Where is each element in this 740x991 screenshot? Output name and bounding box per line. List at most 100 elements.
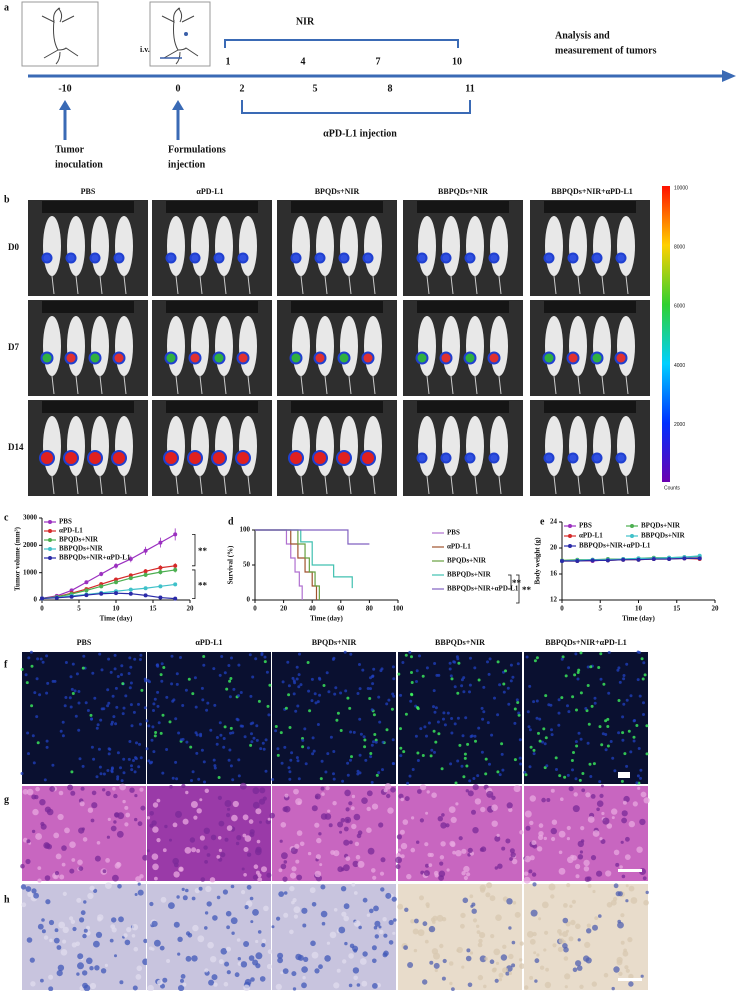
tumor-signal bbox=[363, 353, 373, 363]
micrograph-texture bbox=[629, 750, 633, 754]
imaging-stage bbox=[42, 201, 134, 213]
micrograph-texture bbox=[369, 908, 374, 914]
significance-bracket bbox=[192, 534, 196, 567]
micrograph-texture bbox=[523, 871, 529, 876]
mouse-tail bbox=[247, 475, 251, 495]
micrograph-texture bbox=[165, 695, 169, 699]
micrograph-texture bbox=[463, 865, 470, 873]
micrograph-texture bbox=[478, 938, 483, 944]
micrograph-texture bbox=[255, 963, 261, 969]
micrograph-texture bbox=[551, 836, 556, 842]
micrograph-texture bbox=[170, 654, 174, 658]
micrograph-texture bbox=[149, 811, 154, 816]
micrograph-texture bbox=[622, 674, 626, 677]
micrograph-texture bbox=[321, 921, 326, 926]
micrograph-texture bbox=[338, 926, 346, 934]
tumor-signal bbox=[593, 254, 601, 262]
micrograph-texture bbox=[433, 952, 440, 960]
mouse-tail bbox=[348, 475, 352, 495]
micrograph-texture bbox=[494, 978, 499, 983]
micrograph-texture bbox=[178, 985, 185, 991]
micrograph-texture bbox=[603, 972, 609, 978]
micrograph-texture bbox=[223, 981, 229, 987]
micrograph-texture bbox=[129, 665, 133, 669]
micrograph-texture bbox=[291, 676, 295, 680]
micrograph-texture bbox=[339, 830, 343, 834]
micrograph-texture bbox=[162, 977, 168, 983]
micrograph-texture bbox=[429, 960, 434, 965]
micrograph-texture bbox=[604, 733, 608, 736]
micrograph-texture bbox=[377, 695, 381, 699]
mouse-body bbox=[418, 216, 436, 276]
micrograph-texture bbox=[612, 896, 618, 902]
micrograph-texture bbox=[352, 860, 359, 868]
micrograph-texture bbox=[280, 761, 284, 765]
mouse-tail bbox=[577, 475, 581, 495]
micrograph-texture bbox=[96, 841, 101, 845]
micrograph-texture bbox=[177, 936, 183, 942]
micrograph-texture bbox=[20, 667, 24, 671]
micrograph-texture bbox=[120, 673, 123, 677]
series-line bbox=[255, 529, 370, 545]
micrograph-texture bbox=[358, 663, 361, 666]
x-tick-label: 5 bbox=[77, 605, 81, 613]
micrograph-texture bbox=[296, 704, 300, 708]
micrograph-texture bbox=[592, 830, 600, 837]
micrograph-texture bbox=[204, 860, 209, 864]
mouse-tail bbox=[223, 275, 227, 295]
micrograph-texture bbox=[568, 936, 574, 942]
micrograph-texture bbox=[224, 961, 230, 967]
micrograph-texture bbox=[45, 739, 49, 743]
micrograph-texture bbox=[629, 694, 633, 698]
micrograph-texture bbox=[463, 875, 468, 881]
injection-bracket bbox=[241, 100, 471, 114]
micrograph-texture bbox=[397, 848, 401, 852]
micrograph-texture bbox=[632, 739, 636, 743]
micrograph-texture bbox=[336, 968, 341, 973]
micrograph-texture bbox=[217, 795, 222, 801]
mouse-body bbox=[442, 316, 460, 376]
micrograph-texture bbox=[218, 673, 222, 677]
imaging-stage bbox=[166, 301, 258, 313]
micrograph-texture bbox=[584, 941, 591, 949]
tumor-signal bbox=[466, 454, 474, 462]
micrograph-texture bbox=[249, 896, 254, 901]
micrograph-texture bbox=[262, 747, 266, 751]
micrograph-texture bbox=[35, 833, 42, 840]
micrograph-texture bbox=[333, 982, 340, 989]
micrograph-texture bbox=[24, 673, 28, 677]
micrograph-texture bbox=[82, 654, 86, 658]
micrograph-texture bbox=[630, 897, 638, 904]
micrograph-texture bbox=[460, 923, 465, 929]
micrograph-texture bbox=[97, 916, 102, 922]
micrograph-texture bbox=[250, 732, 253, 736]
micrograph-texture bbox=[442, 717, 445, 721]
micrograph-texture bbox=[224, 837, 229, 842]
day-label: D14 bbox=[8, 442, 24, 452]
micrograph-texture bbox=[529, 855, 535, 861]
micrograph-texture bbox=[346, 696, 350, 700]
micrograph-texture bbox=[67, 784, 74, 791]
micrograph-texture bbox=[124, 939, 131, 946]
micrograph-texture bbox=[21, 902, 27, 908]
micrograph-texture bbox=[455, 850, 462, 857]
micrograph-texture bbox=[25, 681, 29, 685]
micrograph-texture bbox=[601, 811, 605, 816]
imaging-stage bbox=[166, 201, 258, 213]
mouse-tail bbox=[577, 375, 581, 395]
micrograph-texture bbox=[153, 697, 157, 701]
micrograph-texture bbox=[131, 924, 139, 931]
micrograph-texture bbox=[425, 863, 429, 868]
mouse-tail bbox=[300, 375, 304, 395]
legend-label: BPQDs+NIR bbox=[447, 557, 487, 565]
micrograph-texture bbox=[311, 805, 318, 812]
micrograph-texture bbox=[496, 833, 500, 838]
mouse-body bbox=[167, 216, 185, 276]
micrograph-texture bbox=[266, 704, 270, 708]
micrograph bbox=[22, 652, 146, 784]
micrograph-texture bbox=[83, 928, 88, 933]
micrograph-texture bbox=[383, 933, 388, 938]
micrograph-texture bbox=[587, 883, 592, 888]
micrograph-texture bbox=[136, 965, 143, 972]
micrograph-texture bbox=[574, 777, 578, 781]
